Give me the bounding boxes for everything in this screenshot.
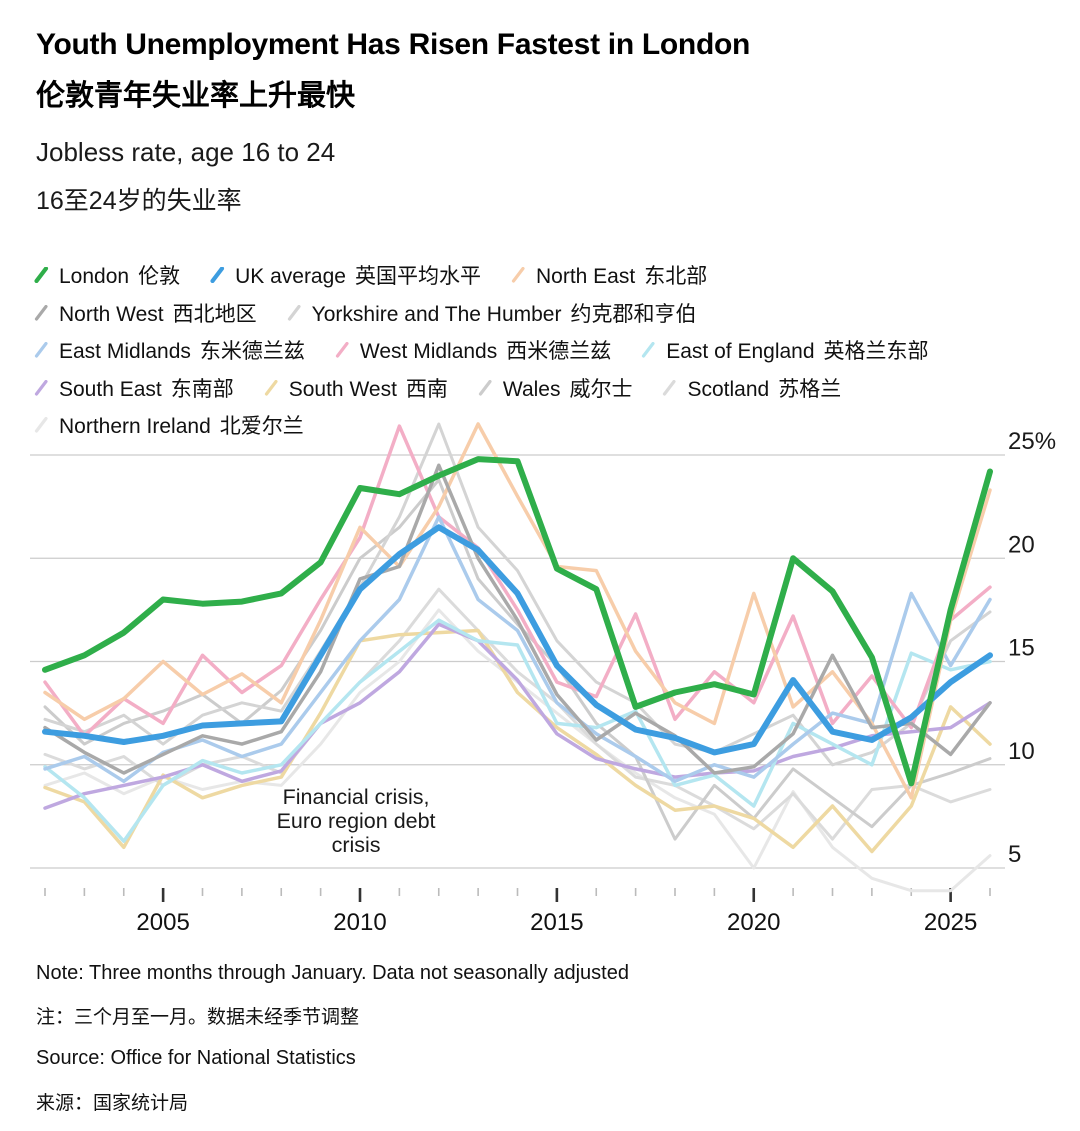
y-axis-label: 25% (1008, 428, 1056, 455)
annotation-text: Financial crisis, (283, 785, 430, 809)
legend-item-yorkshire-and-the-humber: Yorkshire and The Humber 约克郡和亨伯 (287, 298, 697, 328)
series-line-east-of-england (43, 618, 992, 843)
x-axis-label: 2005 (136, 909, 189, 936)
annotation-text: Euro region debt (277, 809, 436, 833)
legend-label: Scotland 苏格兰 (687, 377, 842, 401)
legend-row: East Midlands 东米德兰兹 West Midlands 西米德兰兹 East… (34, 335, 1054, 365)
legend-label: London 伦敦 (59, 265, 181, 288)
series-line-london (42, 456, 993, 787)
series-color-swatch-icon (264, 379, 278, 396)
source-en: Source: Office for National Statistics (36, 1047, 356, 1069)
series-line-south-east (43, 622, 992, 810)
y-axis-label: 20 (1008, 531, 1035, 558)
legend-label: North West 西北地区 (59, 302, 257, 326)
legend-label: Wales 威尔士 (502, 377, 633, 401)
legend-item-south-east: South East 东南部 (34, 373, 234, 403)
legend-label: South East 东南部 (59, 377, 234, 401)
legend-label: North East 东北部 (535, 265, 708, 288)
chart-subtitle-zh: 16至24岁的失业率 (36, 187, 242, 215)
legend-row: London 伦敦 UK average 英国平均水平 North East 东北部 (34, 260, 1054, 290)
chart-subtitle-en: Jobless rate, age 16 to 24 (36, 137, 336, 167)
series-line-yorkshire-and-the-humber (43, 422, 992, 767)
series-color-swatch-icon (478, 379, 492, 396)
x-axis-label: 2020 (727, 909, 780, 936)
legend-row: South East 东南部 South West 西南 Wales 威尔士 Scotlan… (34, 373, 1054, 403)
annotation-text: crisis (332, 833, 381, 857)
series-line-west-midlands (43, 424, 992, 738)
x-axis-label: 2010 (333, 909, 386, 936)
series-color-swatch-icon (34, 342, 48, 358)
legend-item-north-east: North East 东北部 (511, 260, 707, 290)
series-color-swatch-icon (34, 417, 48, 433)
series-color-swatch-icon (210, 267, 225, 283)
series-color-swatch-icon (34, 304, 48, 321)
legend-item-east-of-england: East of England 英格兰东部 (641, 335, 929, 365)
legend-item-wales: Wales 威尔士 (478, 373, 633, 403)
series-color-swatch-icon (511, 267, 525, 283)
footnote-en: Note: Three months through January. Data… (36, 962, 629, 984)
legend-label: South West 西南 (288, 377, 448, 401)
legend-label: UK average 英国平均水平 (235, 265, 481, 288)
series-line-north-east (43, 422, 992, 800)
chart-footer: Note: Three months through January. Data… (36, 962, 1046, 1115)
series-line-northern-ireland (43, 608, 992, 893)
legend-label: Northern Ireland 北爱尔兰 (59, 415, 304, 438)
legend-row: North West 西北地区 Yorkshire and The Humber 约克… (34, 298, 1054, 328)
x-axis-label: 2015 (530, 909, 583, 936)
legend-item-north-west: North West 西北地区 (34, 298, 257, 328)
y-axis-label: 5 (1008, 841, 1021, 868)
series-color-swatch-icon (663, 379, 677, 396)
series-line-scotland (43, 587, 992, 841)
series-color-swatch-icon (34, 267, 49, 283)
line-chart: 5 10 15 20 25% 2005 2010 2015 2020 2025 Financial … (0, 420, 1080, 940)
footnote-zh: 注：三个月至一月。数据未经季节调整 (36, 1007, 360, 1028)
legend: London 伦敦 UK average 英国平均水平 North East 东北部 Nor… (34, 260, 1054, 448)
series-color-swatch-icon (642, 342, 655, 358)
legend-item-london: London 伦敦 (34, 260, 180, 290)
legend-label: East of England 英格兰东部 (666, 340, 929, 363)
series-line-north-west (43, 463, 992, 775)
series-color-swatch-icon (287, 304, 301, 321)
y-axis-label: 15 (1008, 635, 1035, 662)
page-title-zh: 伦敦青年失业率上升最快 (36, 80, 356, 112)
chart-canvas: 5 10 15 20 25% 2005 2010 2015 2020 2025 Financial … (30, 422, 1056, 936)
legend-item-west-midlands: West Midlands 西米德兰兹 (335, 335, 611, 365)
series-line-uk-average (42, 524, 993, 756)
legend-label: East Midlands 东米德兰兹 (59, 340, 305, 363)
series-line-south-west (43, 628, 992, 854)
legend-item-northern-ireland: Northern Ireland 北爱尔兰 (34, 410, 304, 440)
legend-row: Northern Ireland 北爱尔兰 (34, 410, 1054, 440)
source-zh: 来源：国家统计局 (36, 1093, 189, 1114)
x-axis-label: 2025 (924, 909, 977, 936)
series-line-east-midlands (43, 515, 992, 784)
legend-item-uk-average: UK average 英国平均水平 (210, 260, 481, 290)
legend-item-south-west: South West 西南 (264, 373, 448, 403)
page-title-en: Youth Unemployment Has Risen Fastest in … (36, 28, 751, 61)
series-color-swatch-icon (34, 379, 48, 396)
y-axis-label: 10 (1008, 738, 1035, 765)
legend-label: West Midlands 西米德兰兹 (359, 340, 612, 363)
legend-item-scotland: Scotland 苏格兰 (662, 373, 841, 403)
legend-label: Yorkshire and The Humber 约克郡和亨伯 (311, 302, 697, 326)
series-color-swatch-icon (335, 342, 349, 358)
chart-header: Youth Unemployment Has Risen Fastest in … (36, 30, 1046, 214)
legend-item-east-midlands: East Midlands 东米德兰兹 (34, 335, 305, 365)
